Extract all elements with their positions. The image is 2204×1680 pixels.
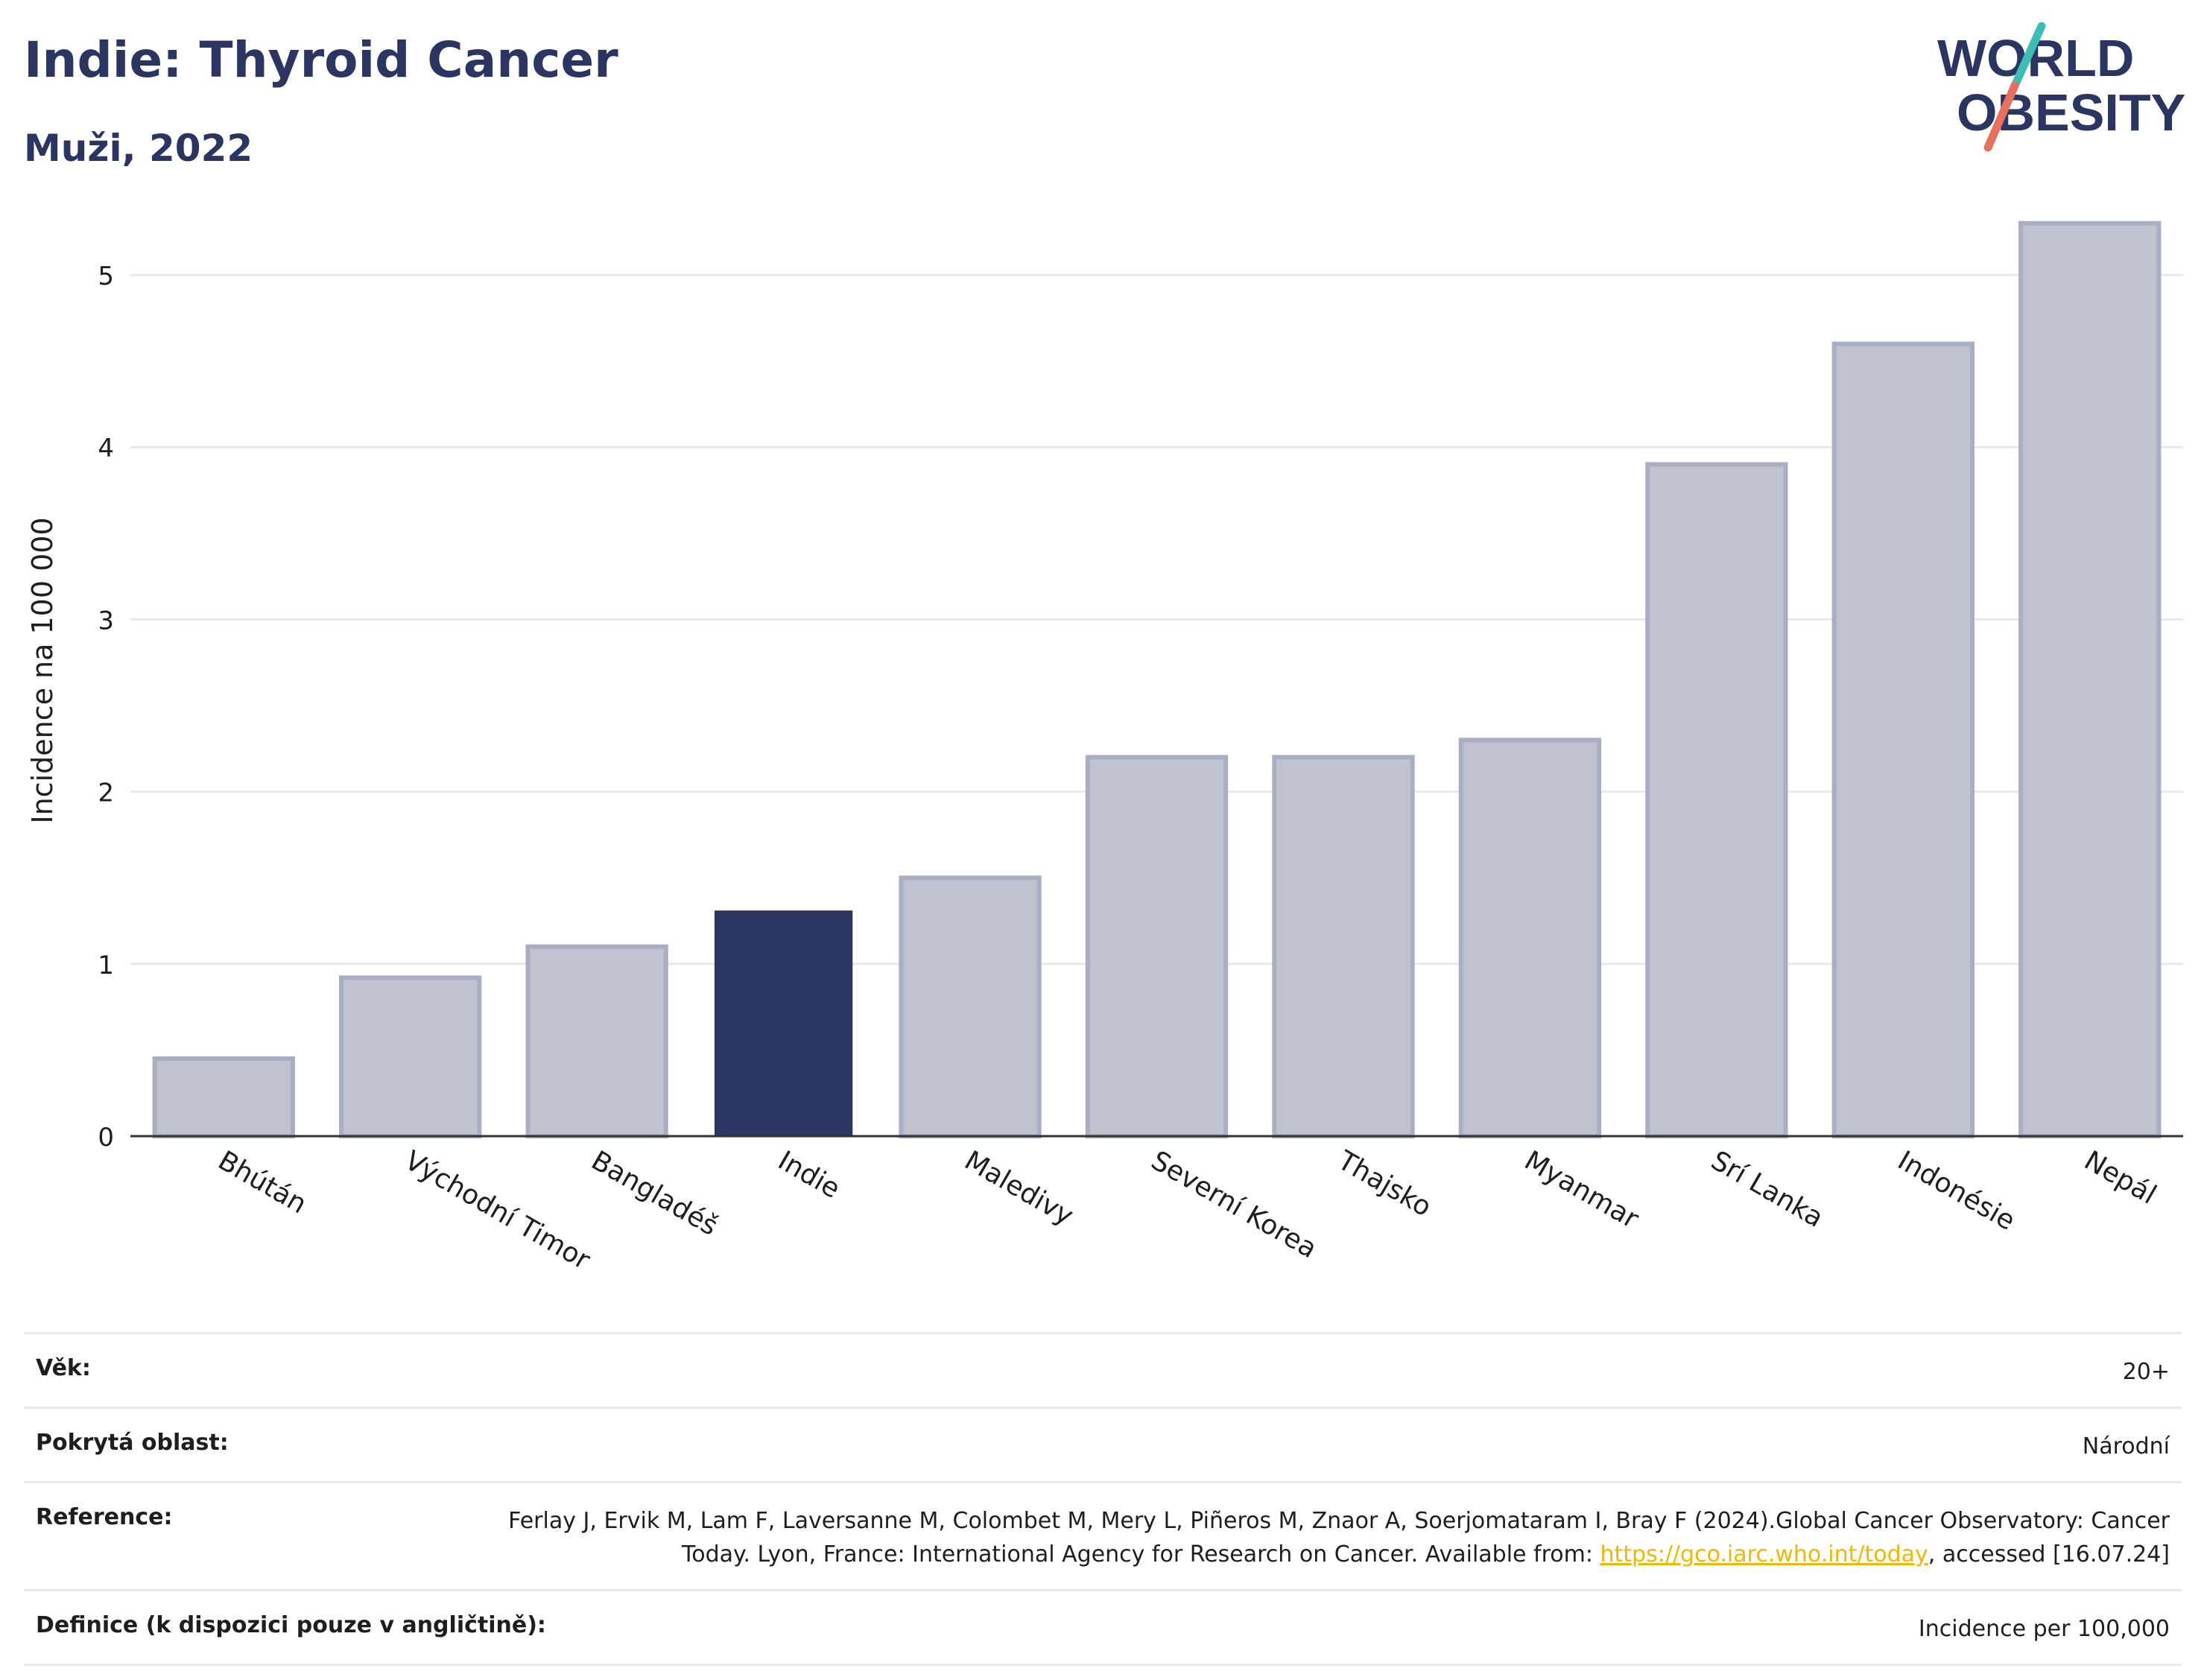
info-label-definition: Definice (k dispozici pouze v angličtině…: [36, 1612, 546, 1638]
x-tick-label: Myanmar: [1519, 1145, 1644, 1234]
info-row-definition: Definice (k dispozici pouze v angličtině…: [24, 1589, 2182, 1666]
chart-subtitle: Muži, 2022: [24, 127, 253, 170]
world-obesity-logo: WORLD OBESITY: [1937, 22, 2185, 152]
logo-slash-top: [2010, 22, 2046, 90]
bar-2: [525, 944, 668, 1139]
info-label-reference: Reference:: [36, 1504, 173, 1530]
x-tick-label: Maledivy: [960, 1145, 1079, 1232]
bar-10: [2018, 221, 2162, 1138]
y-axis-label: Incidence na 100 000: [26, 517, 59, 823]
x-tick-label: Indie: [773, 1145, 845, 1205]
y-tick-label: 4: [98, 434, 114, 463]
bar-4: [899, 875, 1042, 1138]
bar-7: [1458, 738, 1602, 1138]
bar-8: [1645, 462, 1788, 1138]
bar-6: [1272, 755, 1415, 1138]
y-tick-label: 5: [98, 261, 114, 291]
info-table: Věk: 20+ Pokrytá oblast: Národní Referen…: [24, 1332, 2182, 1666]
bar-3: [714, 910, 853, 1136]
bar-1: [339, 975, 482, 1138]
x-tick-label: Bhútán: [213, 1145, 312, 1220]
y-tick-label: 0: [98, 1123, 114, 1153]
x-tick-label: Severní Korea: [1146, 1145, 1322, 1264]
info-row-reference: Reference: Ferlay J, Ervik M, Lam F, Lav…: [24, 1481, 2182, 1589]
logo-slash-bottom: [1983, 81, 2019, 152]
info-row-area: Pokrytá oblast: Národní: [24, 1407, 2182, 1481]
info-value-reference: Ferlay J, Ervik M, Lam F, Laversanne M, …: [493, 1504, 2170, 1571]
info-value-definition: Incidence per 100,000: [1918, 1616, 2170, 1642]
x-tick-label: Nepál: [2079, 1145, 2162, 1211]
info-row-age: Věk: 20+: [24, 1332, 2182, 1407]
bar-5: [1085, 755, 1229, 1138]
x-tick-label: Thajsko: [1332, 1145, 1437, 1223]
bar-9: [1831, 341, 1975, 1138]
info-label-area: Pokrytá oblast:: [36, 1430, 229, 1456]
info-value-area: Národní: [2082, 1433, 2170, 1459]
x-tick-label: Srí Lanka: [1706, 1145, 1828, 1234]
info-value-age: 20+: [2122, 1359, 2170, 1385]
reference-accessed: , accessed [16.07.24]: [1928, 1541, 2170, 1568]
y-tick-label: 3: [98, 606, 114, 635]
info-label-age: Věk:: [36, 1355, 91, 1381]
reference-text: Ferlay J, Ervik M, Lam F, Laversanne M, …: [508, 1508, 2170, 1568]
x-tick-label: Indonésie: [1893, 1145, 2020, 1237]
bar-0: [152, 1056, 295, 1138]
bars: [152, 221, 2162, 1139]
y-tick-label: 2: [98, 779, 114, 808]
y-tick-label: 1: [98, 951, 114, 980]
x-tick-label: Východní Timor: [399, 1145, 595, 1275]
chart-title: Indie: Thyroid Cancer: [24, 31, 618, 89]
x-tick-label: Bangladéš: [586, 1145, 723, 1242]
reference-link[interactable]: https://gco.iarc.who.int/today: [1600, 1541, 1928, 1568]
